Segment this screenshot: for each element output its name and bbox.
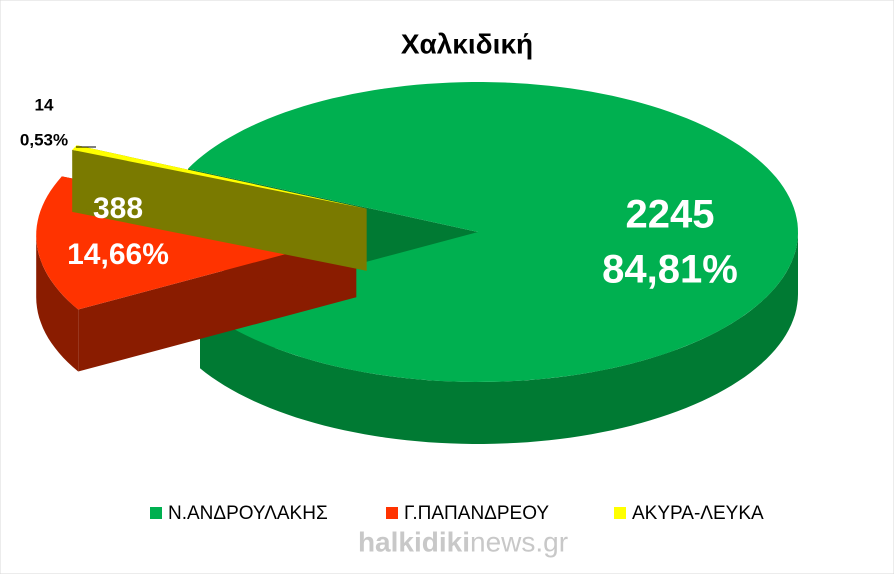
legend-label: ΑΚΥΡΑ-ΛΕΥΚΑ bbox=[632, 503, 764, 524]
slice-side bbox=[76, 145, 367, 271]
slice-wall bbox=[36, 235, 79, 372]
data-labels: 2245 84,81% 388 14,66% 14 0,53% bbox=[20, 95, 738, 291]
value-label: 2245 bbox=[626, 193, 715, 237]
value-label: 388 bbox=[93, 192, 143, 225]
legend-swatch bbox=[614, 507, 626, 519]
percent-label: 84,81% bbox=[602, 248, 738, 292]
slice-wall bbox=[200, 232, 798, 444]
legend-label: Ν.ΑΝΔΡΟΥΛΑΚΗΣ bbox=[168, 503, 328, 524]
value-label: 14 bbox=[35, 95, 54, 114]
slice-top bbox=[72, 145, 367, 209]
legend-swatch bbox=[386, 507, 398, 519]
percent-label: 0,53% bbox=[20, 130, 68, 149]
percent-label: 14,66% bbox=[67, 238, 169, 271]
pie bbox=[36, 82, 798, 444]
slice bbox=[72, 145, 367, 271]
legend-swatch bbox=[150, 507, 162, 519]
legend: Ν.ΑΝΔΡΟΥΛΑΚΗΣ Γ.ΠΑΠΑΝΔΡΕΟΥ ΑΚΥΡΑ-ΛΕΥΚΑ bbox=[150, 503, 764, 524]
slice-top bbox=[188, 82, 798, 382]
watermark: halkidiki bbox=[358, 526, 470, 557]
legend-label: Γ.ΠΑΠΑΝΔΡΕΟΥ bbox=[404, 503, 549, 524]
chart-title: Χαλκιδική bbox=[401, 28, 533, 59]
watermark: news.gr bbox=[470, 526, 568, 557]
